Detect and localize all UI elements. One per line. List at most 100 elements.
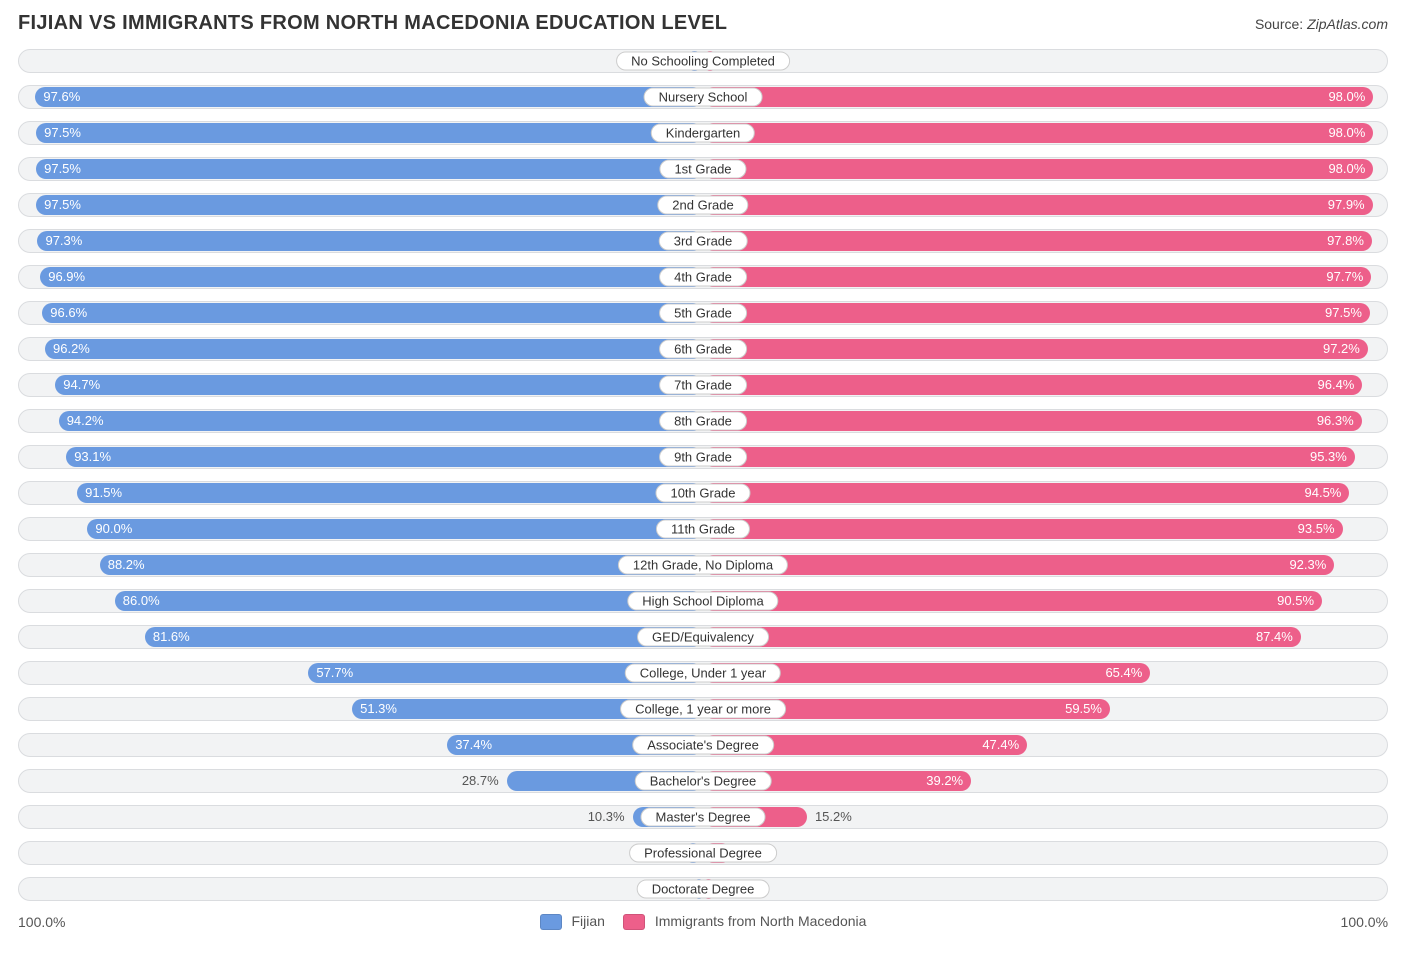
value-left: 81.6% [153, 626, 190, 648]
value-left: 57.7% [316, 662, 353, 684]
chart-row: 93.1%95.3%9th Grade [18, 445, 1388, 469]
bar-right [703, 87, 1373, 107]
value-left: 37.4% [455, 734, 492, 756]
category-label: Nursery School [644, 88, 763, 107]
value-right: 97.8% [1327, 230, 1364, 252]
value-left: 91.5% [85, 482, 122, 504]
category-label: GED/Equivalency [637, 628, 769, 647]
chart-row: 37.4%47.4%Associate's Degree [18, 733, 1388, 757]
legend-swatch-right [623, 914, 645, 930]
diverging-bar-chart: 2.5%2.0%No Schooling Completed97.6%98.0%… [18, 49, 1388, 901]
category-label: High School Diploma [627, 592, 778, 611]
value-left: 94.2% [67, 410, 104, 432]
bar-left [36, 195, 703, 215]
bar-right [703, 555, 1334, 575]
bar-right [703, 411, 1362, 431]
source-prefix: Source: [1255, 16, 1307, 32]
chart-row: 97.5% 98.0% Kindergarten [18, 121, 1388, 145]
chart-row: 51.3%59.5%College, 1 year or more [18, 697, 1388, 721]
chart-row: 94.2%96.3%8th Grade [18, 409, 1388, 433]
category-label: 1st Grade [659, 160, 746, 179]
category-label: Master's Degree [641, 808, 766, 827]
category-label: 10th Grade [655, 484, 750, 503]
value-right: 92.3% [1289, 554, 1326, 576]
value-right: 98.0% [1328, 122, 1365, 144]
chart-row: 88.2%92.3%12th Grade, No Diploma [18, 553, 1388, 577]
value-right: 97.9% [1328, 194, 1365, 216]
chart-title: FIJIAN VS IMMIGRANTS FROM NORTH MACEDONI… [18, 12, 727, 35]
bar-left [66, 447, 703, 467]
chart-row: 97.6%98.0%Nursery School [18, 85, 1388, 109]
bar-left [59, 411, 703, 431]
value-right: 95.3% [1310, 446, 1347, 468]
bar-left [40, 267, 703, 287]
bar-right [703, 159, 1373, 179]
bar-right [703, 267, 1371, 287]
category-label: College, 1 year or more [620, 700, 786, 719]
category-label: No Schooling Completed [616, 52, 790, 71]
bar-right [703, 483, 1349, 503]
category-label: 5th Grade [659, 304, 747, 323]
value-right: 96.4% [1318, 374, 1355, 396]
bar-right [703, 231, 1372, 251]
value-left: 97.5% [44, 122, 81, 144]
source-name: ZipAtlas.com [1307, 16, 1388, 32]
chart-row: 96.6%97.5%5th Grade [18, 301, 1388, 325]
category-label: 3rd Grade [659, 232, 748, 251]
value-right: 97.7% [1326, 266, 1363, 288]
legend-label-right: Immigrants from North Macedonia [655, 913, 867, 929]
bar-right [703, 375, 1362, 395]
category-label: 6th Grade [659, 340, 747, 359]
chart-row: 57.7%65.4%College, Under 1 year [18, 661, 1388, 685]
chart-row: 28.7%39.2%Bachelor's Degree [18, 769, 1388, 793]
bar-right [703, 195, 1373, 215]
value-right: 97.5% [1325, 302, 1362, 324]
bar-right [703, 339, 1368, 359]
bar-left [87, 519, 703, 539]
bar-left [36, 159, 703, 179]
header: FIJIAN VS IMMIGRANTS FROM NORTH MACEDONI… [18, 12, 1388, 35]
value-left: 97.6% [43, 86, 80, 108]
category-label: 9th Grade [659, 448, 747, 467]
bar-left [115, 591, 703, 611]
legend: Fijian Immigrants from North Macedonia [540, 913, 867, 930]
chart-row: 96.2%97.2%6th Grade [18, 337, 1388, 361]
value-left: 97.3% [45, 230, 82, 252]
bar-right [703, 627, 1301, 647]
value-right: 98.0% [1328, 158, 1365, 180]
category-label: Doctorate Degree [637, 880, 770, 899]
category-label: Kindergarten [651, 124, 755, 143]
value-right: 59.5% [1065, 698, 1102, 720]
value-left: 97.5% [44, 194, 81, 216]
bar-left [145, 627, 703, 647]
chart-row: 91.5%94.5%10th Grade [18, 481, 1388, 505]
category-label: 8th Grade [659, 412, 747, 431]
axis-max-right: 100.0% [866, 914, 1388, 930]
value-right: 87.4% [1256, 626, 1293, 648]
axis-legend-row: 100.0% Fijian Immigrants from North Mace… [18, 913, 1388, 930]
chart-row: 81.6% 87.4% GED/Equivalency [18, 625, 1388, 649]
legend-item-right: Immigrants from North Macedonia [623, 913, 867, 930]
legend-item-left: Fijian [540, 913, 605, 930]
bar-left [45, 339, 703, 359]
bar-left [77, 483, 703, 503]
category-label: 7th Grade [659, 376, 747, 395]
chart-row: 90.0%93.5%11th Grade [18, 517, 1388, 541]
category-label: Bachelor's Degree [635, 772, 772, 791]
bar-right [703, 519, 1343, 539]
category-label: Associate's Degree [632, 736, 774, 755]
value-left: 28.7% [462, 770, 499, 792]
chart-row: 86.0% 90.5% High School Diploma [18, 589, 1388, 613]
bar-left [35, 87, 703, 107]
bar-right [703, 591, 1322, 611]
category-label: Professional Degree [629, 844, 777, 863]
source-attribution: Source: ZipAtlas.com [1255, 16, 1388, 32]
value-left: 86.0% [123, 590, 160, 612]
bar-right [703, 303, 1370, 323]
value-left: 88.2% [108, 554, 145, 576]
value-left: 90.0% [95, 518, 132, 540]
category-label: 4th Grade [659, 268, 747, 287]
value-right: 90.5% [1277, 590, 1314, 612]
bar-right [703, 123, 1373, 143]
chart-row: 1.1%1.6%Doctorate Degree [18, 877, 1388, 901]
